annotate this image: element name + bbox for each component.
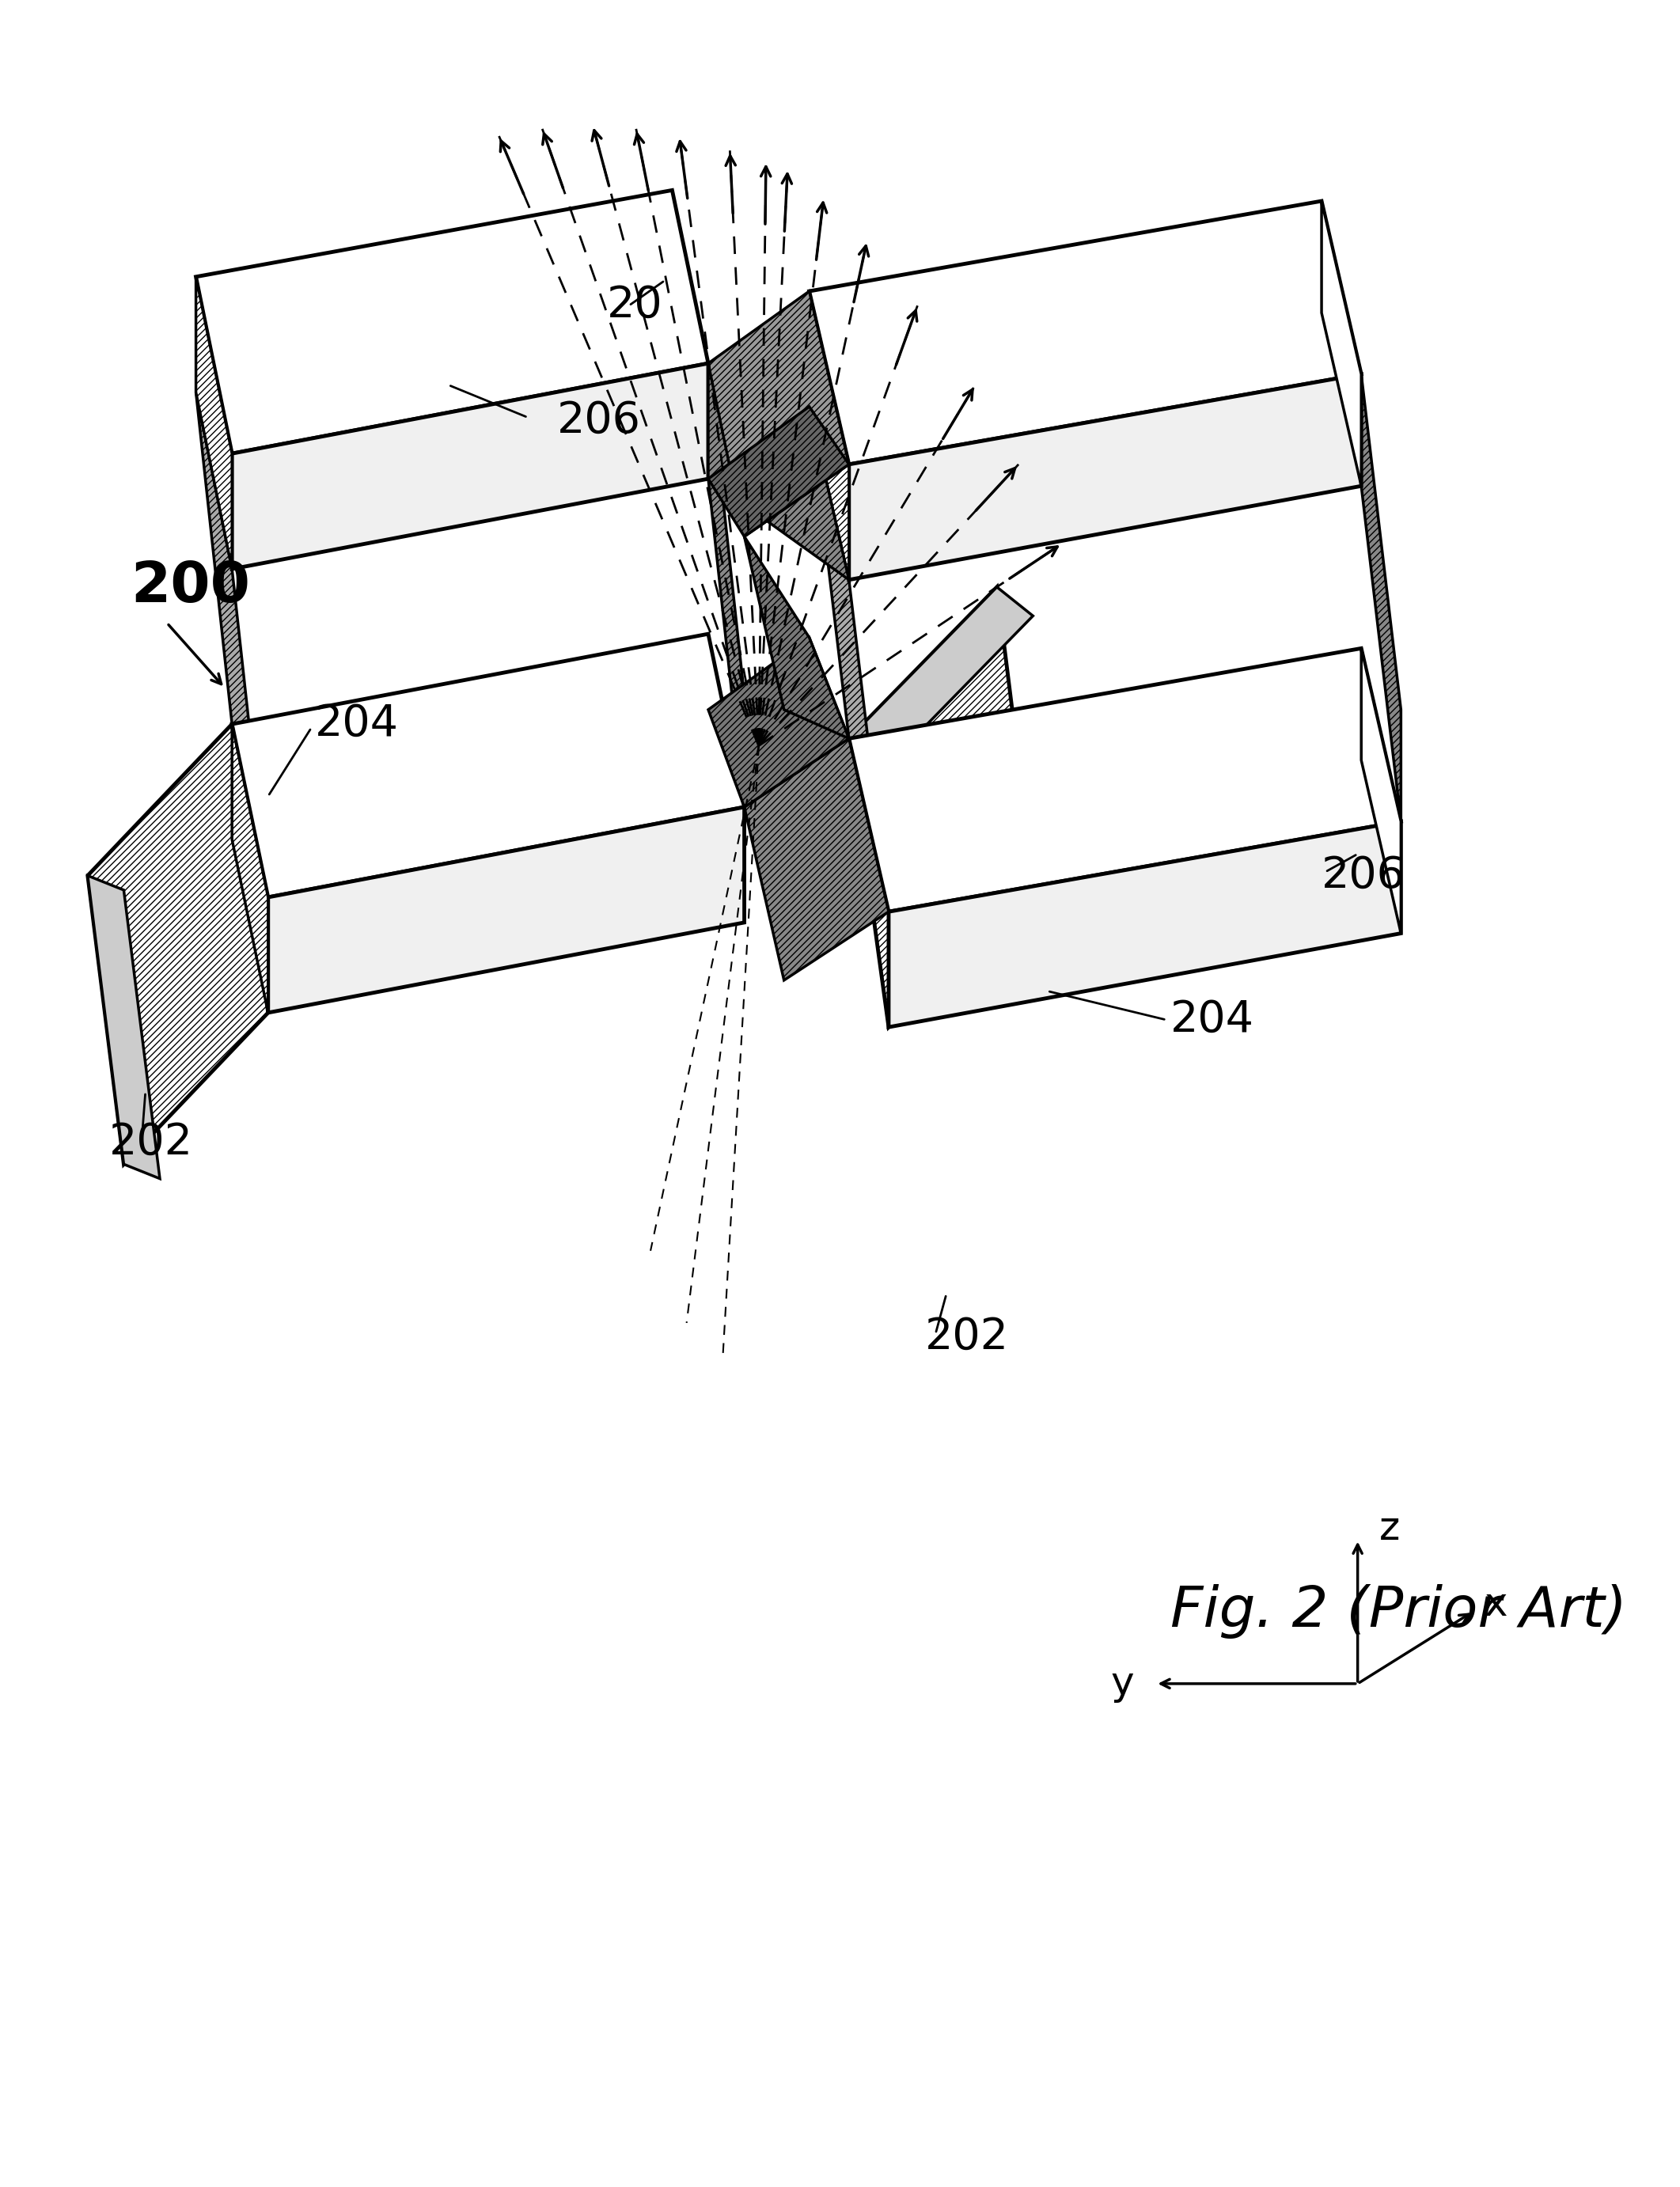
Polygon shape	[1322, 201, 1361, 486]
Text: 206: 206	[1322, 855, 1406, 897]
Polygon shape	[810, 407, 889, 912]
Polygon shape	[87, 724, 269, 1163]
Text: Fig. 2 (Prior Art): Fig. 2 (Prior Art)	[1169, 1583, 1626, 1638]
Text: 202: 202	[924, 1317, 1008, 1358]
Polygon shape	[848, 647, 1401, 912]
Polygon shape	[810, 291, 848, 580]
Polygon shape	[197, 391, 269, 897]
Polygon shape	[744, 536, 848, 739]
Polygon shape	[197, 278, 232, 569]
Text: 20: 20	[606, 284, 664, 328]
Text: 204: 204	[1169, 999, 1253, 1041]
Polygon shape	[1361, 647, 1401, 934]
Polygon shape	[709, 291, 848, 536]
Text: 204: 204	[314, 702, 398, 746]
Polygon shape	[1361, 374, 1401, 822]
Polygon shape	[709, 407, 848, 536]
Text: 200: 200	[131, 560, 250, 615]
Text: y: y	[1110, 1664, 1134, 1704]
Polygon shape	[269, 807, 744, 1013]
Polygon shape	[709, 639, 848, 807]
Polygon shape	[889, 822, 1401, 1028]
Text: 202: 202	[109, 1122, 193, 1163]
Polygon shape	[848, 374, 1361, 580]
Polygon shape	[232, 634, 744, 897]
Text: z: z	[1379, 1509, 1399, 1548]
Polygon shape	[744, 739, 889, 980]
Polygon shape	[848, 586, 1033, 1028]
Polygon shape	[810, 201, 1361, 464]
Polygon shape	[197, 190, 709, 453]
Polygon shape	[709, 363, 744, 807]
Polygon shape	[709, 363, 848, 580]
Polygon shape	[848, 586, 1033, 768]
Text: x: x	[1483, 1586, 1507, 1623]
Polygon shape	[232, 724, 269, 1013]
Polygon shape	[232, 363, 709, 569]
Polygon shape	[87, 875, 160, 1179]
Text: 206: 206	[556, 400, 640, 442]
